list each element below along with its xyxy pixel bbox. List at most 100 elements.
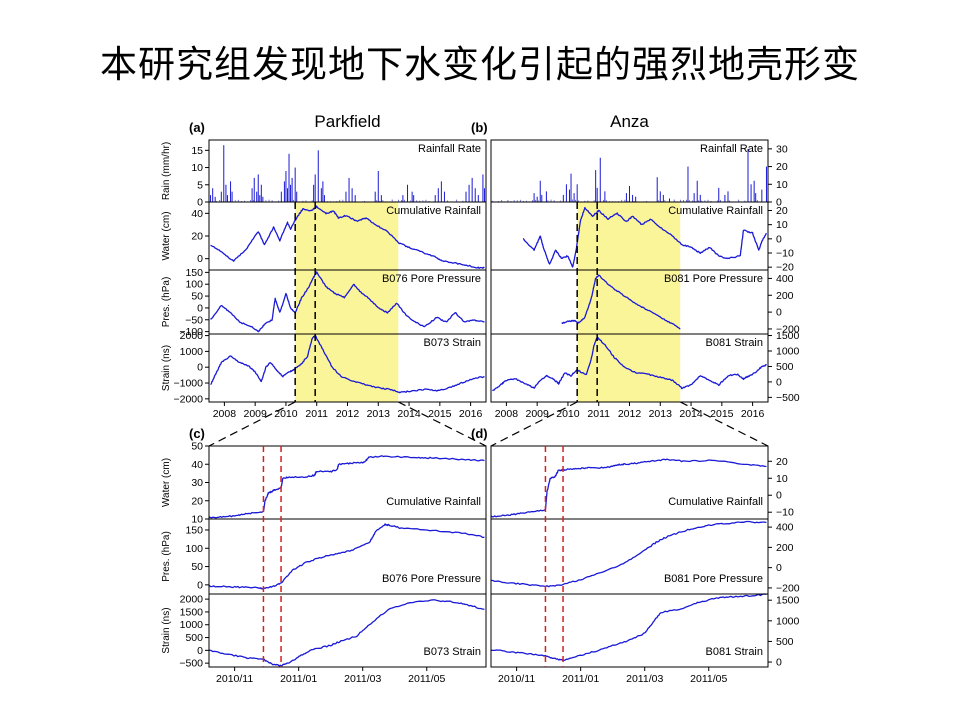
y-tick-label: 50 <box>191 291 203 303</box>
series-name: Rainfall Rate <box>700 143 763 155</box>
series-name: B081 Pore Pressure <box>664 573 763 585</box>
y-tick-label: 1000 <box>180 346 204 358</box>
x-tick-label: 2013 <box>367 408 391 420</box>
y-tick-label: 500 <box>185 632 203 644</box>
x-tick-label: 2010 <box>556 408 580 420</box>
x-tick-label: 2011/03 <box>626 673 663 685</box>
panel-tag-b: (b) <box>471 120 488 135</box>
y-tick-label: 100 <box>185 279 203 291</box>
slide-title: 本研究组发现地下水变化引起的强烈地壳形变 <box>100 43 860 86</box>
y-tick-label: 40 <box>191 208 203 220</box>
y-tick-label: 0 <box>776 490 782 502</box>
y-tick-label: 10 <box>191 162 203 174</box>
y-tick-label: −200 <box>776 582 800 594</box>
y-tick-label: 0 <box>776 197 782 209</box>
zoom-connector <box>490 401 578 447</box>
y-tick-label: 2000 <box>180 330 204 342</box>
series-name: B081 Strain <box>706 646 763 658</box>
y-tick-label: 1000 <box>776 615 800 627</box>
series-name: Cumulative Rainfall <box>668 205 763 217</box>
plot-frame <box>490 445 769 520</box>
y-tick-label: 30 <box>776 143 788 155</box>
y-tick-label: 40 <box>191 459 203 471</box>
plot-frame <box>208 593 487 668</box>
x-tick-label: 2010/11 <box>498 673 535 685</box>
panel-tag-c: (c) <box>189 426 205 441</box>
series-name: B081 Pore Pressure <box>664 273 763 285</box>
plot-frame <box>490 593 769 668</box>
series-name: B081 Strain <box>706 337 763 349</box>
series-line <box>208 455 485 519</box>
y-tick-label: 0 <box>197 197 203 209</box>
series-line <box>522 206 768 268</box>
frame-layer <box>205 139 772 671</box>
panel-tag-d: (d) <box>471 426 488 441</box>
station-name-b: Anza <box>610 112 649 131</box>
x-tick-label: 2013 <box>649 408 673 420</box>
y-tick-label: 10 <box>776 473 788 485</box>
plot-frame <box>208 445 487 520</box>
y-tick-label: 10 <box>776 179 788 191</box>
y-tick-label: 2000 <box>180 594 204 606</box>
y-tick-label: 0 <box>197 579 203 591</box>
y-tick-label: 0 <box>776 376 782 388</box>
y-axis-label: Water (cm) <box>161 458 172 507</box>
x-tick-label: 2014 <box>679 408 703 420</box>
x-tick-label: 2009 <box>525 408 549 420</box>
x-tick-label: 2012 <box>336 408 360 420</box>
y-tick-label: 0 <box>776 233 782 245</box>
text-layer: (a) Parkfield 0 5 10 15 Rain (mm/hr) Rainfall R… <box>161 112 800 685</box>
y-tick-label: 0 <box>197 645 203 657</box>
y-tick-label: 15 <box>191 145 203 157</box>
x-tick-label: 2010/11 <box>216 673 253 685</box>
y-tick-label: 400 <box>776 273 794 285</box>
x-tick-label: 2011/05 <box>408 673 445 685</box>
highlight-band-a <box>295 202 399 402</box>
x-tick-label: 2015 <box>428 408 452 420</box>
series-name: Cumulative Rainfall <box>386 496 481 508</box>
plot-layer <box>208 145 768 667</box>
y-axis-label: Strain (ns) <box>161 345 172 391</box>
series-line <box>208 523 485 590</box>
x-tick-label: 2011 <box>305 408 328 420</box>
y-tick-label: 0 <box>197 362 203 374</box>
series-line <box>210 271 485 333</box>
y-tick-label: −10 <box>776 248 794 260</box>
highlight-band-b <box>577 202 681 402</box>
y-tick-label: 30 <box>191 477 203 489</box>
y-tick-label: −500 <box>179 658 203 670</box>
y-axis-label: Water (cm) <box>161 211 172 260</box>
series-name: B076 Pore Pressure <box>382 273 481 285</box>
zoom-connector <box>680 401 769 447</box>
series-line <box>490 520 767 588</box>
y-tick-label: 0 <box>197 253 203 265</box>
y-tick-label: 20 <box>776 205 788 217</box>
y-tick-label: 100 <box>185 543 203 555</box>
y-tick-label: 500 <box>776 636 794 648</box>
y-tick-label: −20 <box>776 262 794 274</box>
y-tick-label: −200 <box>776 323 800 335</box>
panel-tag-a: (a) <box>189 120 205 135</box>
y-tick-label: 1000 <box>776 346 800 358</box>
y-tick-label: −10 <box>776 507 794 519</box>
y-tick-label: 150 <box>185 524 203 536</box>
y-tick-label: 10 <box>191 514 203 526</box>
series-name: B076 Pore Pressure <box>382 573 481 585</box>
y-axis-label: Strain (ns) <box>161 607 172 653</box>
y-tick-label: 500 <box>776 361 794 373</box>
series-line <box>492 336 767 392</box>
y-axis-label: Pres. (hPa) <box>161 531 172 582</box>
station-name-a: Parkfield <box>314 112 380 131</box>
series-line <box>210 205 485 269</box>
y-tick-label: 0 <box>197 302 203 314</box>
y-tick-label: 20 <box>191 495 203 507</box>
y-tick-label: 20 <box>776 456 788 468</box>
y-tick-label: 10 <box>776 219 788 231</box>
x-tick-label: 2011/01 <box>280 673 317 685</box>
y-tick-label: 50 <box>191 441 203 453</box>
y-tick-label: 1500 <box>776 330 800 342</box>
y-tick-label: −100 <box>179 326 203 338</box>
series-name: Cumulative Rainfall <box>386 205 481 217</box>
zoom-connector <box>398 401 487 447</box>
y-tick-label: 0 <box>776 307 782 319</box>
